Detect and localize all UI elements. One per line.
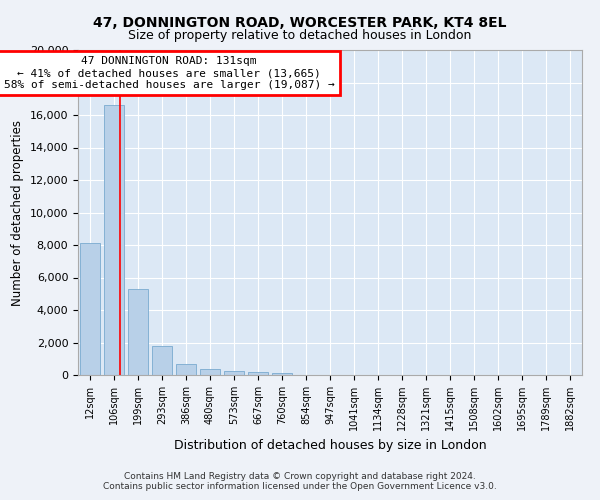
Bar bbox=[80, 244, 100, 375]
Bar bbox=[152, 346, 172, 375]
Bar bbox=[272, 372, 292, 375]
Text: Size of property relative to detached houses in London: Size of property relative to detached ho… bbox=[128, 29, 472, 42]
Text: 47, DONNINGTON ROAD, WORCESTER PARK, KT4 8EL: 47, DONNINGTON ROAD, WORCESTER PARK, KT4… bbox=[93, 16, 507, 30]
Text: 47 DONNINGTON ROAD: 131sqm
← 41% of detached houses are smaller (13,665)
58% of : 47 DONNINGTON ROAD: 131sqm ← 41% of deta… bbox=[4, 56, 335, 90]
Bar bbox=[104, 106, 124, 375]
Text: Contains HM Land Registry data © Crown copyright and database right 2024.
Contai: Contains HM Land Registry data © Crown c… bbox=[103, 472, 497, 491]
Bar bbox=[224, 372, 244, 375]
Bar bbox=[128, 289, 148, 375]
Bar bbox=[248, 372, 268, 375]
Y-axis label: Number of detached properties: Number of detached properties bbox=[11, 120, 24, 306]
X-axis label: Distribution of detached houses by size in London: Distribution of detached houses by size … bbox=[173, 438, 487, 452]
Bar bbox=[200, 370, 220, 375]
Bar bbox=[176, 364, 196, 375]
